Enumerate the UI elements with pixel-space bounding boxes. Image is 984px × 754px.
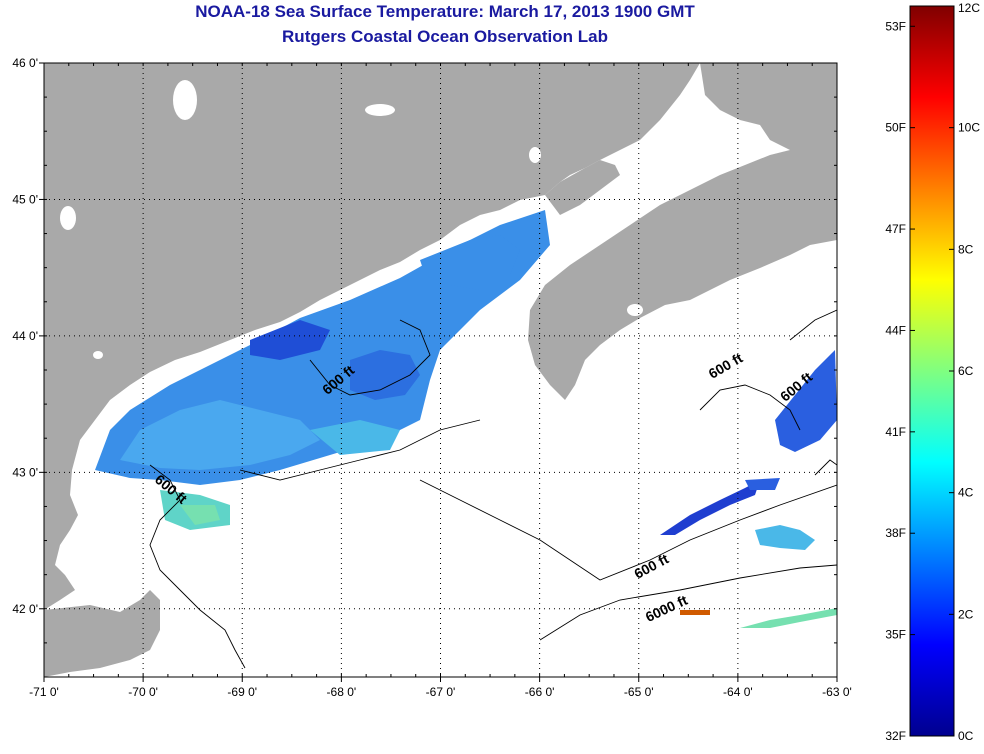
colorbar-label-f: 41F: [885, 425, 906, 439]
colorbar-label-f: 32F: [885, 729, 906, 743]
colorbar-label-c: 12C: [958, 1, 980, 15]
bathymetry-contours: [149, 309, 837, 669]
colorbar-label-f: 50F: [885, 121, 906, 135]
lon-tick-label: -70 0': [128, 685, 158, 699]
colorbar-label-c: 8C: [958, 242, 974, 256]
lon-tick-label: -69 0': [227, 685, 257, 699]
lat-tick-label: 43 0': [12, 465, 38, 479]
map-subtitle: Rutgers Coastal Ocean Observation Lab: [282, 27, 608, 46]
colorbar-label-c: 6C: [958, 364, 974, 378]
lat-tick-label: 46 0': [12, 56, 38, 70]
lat-tick-label: 42 0': [12, 602, 38, 616]
latitude-labels: 46 0' 45 0' 44 0' 43 0' 42 0': [12, 56, 38, 616]
land-new-england: [44, 63, 700, 610]
land-cape-cod: [44, 590, 160, 677]
lat-tick-label: 45 0': [12, 192, 38, 206]
colorbar-label-f: 35F: [885, 628, 906, 642]
land-nova-scotia: [528, 150, 837, 400]
lon-tick-label: -71 0': [29, 685, 59, 699]
map-title: NOAA-18 Sea Surface Temperature: March 1…: [195, 2, 695, 21]
colorbar-label-c: 0C: [958, 729, 974, 743]
colorbar: [909, 5, 955, 737]
colorbar-label-f: 44F: [885, 323, 906, 337]
colorbar-label-c: 10C: [958, 121, 980, 135]
sst-data: [95, 210, 837, 628]
colorbar-label-f: 38F: [885, 526, 906, 540]
longitude-labels: -71 0' -70 0' -69 0' -68 0' -67 0' -66 0' -65 …: [29, 685, 852, 699]
lon-tick-label: -65 0': [624, 685, 654, 699]
land-northeast: [700, 63, 837, 150]
lon-tick-label: -67 0': [426, 685, 456, 699]
colorbar-label-c: 4C: [958, 486, 974, 500]
lon-tick-label: -68 0': [327, 685, 357, 699]
grid-lines: [44, 63, 837, 677]
lon-tick-label: -64 0': [723, 685, 753, 699]
colorbar-label-f: 53F: [885, 19, 906, 33]
colorbar-labels: 53F 50F 47F 44F 41F 38F 35F 32F 12C 10C 8C 6C 4C 2C 0C: [885, 1, 980, 743]
tick-marks: [39, 62, 838, 682]
colorbar-label-f: 47F: [885, 222, 906, 236]
lon-tick-label: -66 0': [525, 685, 555, 699]
land-bay-of-fundy-north: [545, 160, 620, 215]
lon-tick-label: -63 0': [822, 685, 852, 699]
lat-tick-label: 44 0': [12, 329, 38, 343]
colorbar-label-c: 2C: [958, 607, 974, 621]
